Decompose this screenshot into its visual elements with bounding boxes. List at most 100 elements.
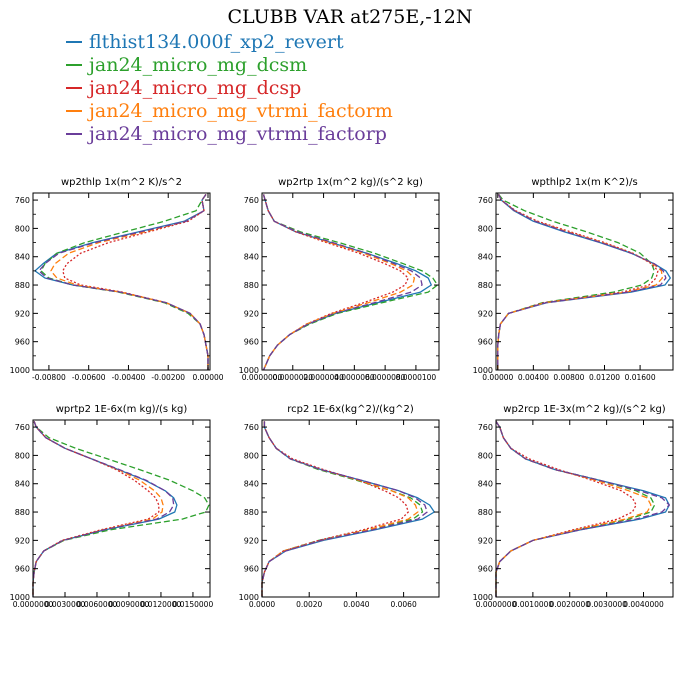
y-tick-label: 880 [15, 281, 30, 290]
series-line [262, 194, 423, 371]
series-line [495, 421, 670, 597]
y-tick-label: 960 [15, 565, 30, 574]
y-tick-label: 880 [244, 508, 259, 517]
legend-item: flthist134.000f_xp2_revert [66, 30, 393, 53]
panel-frame [495, 419, 674, 598]
y-tick-label: 1000 [239, 366, 259, 375]
panel-title: wp2rtp 1x(m^2 kg)/(s^2 kg) [278, 177, 423, 188]
y-tick-label: 1000 [473, 366, 493, 375]
series-line [495, 421, 670, 597]
legend-label: jan24_micro_mg_dcsm [89, 53, 308, 76]
y-tick-label: 920 [15, 536, 30, 545]
series-line [261, 421, 424, 597]
x-tick-label: 0.0120000 [141, 600, 182, 609]
y-tick-label: 920 [244, 309, 259, 318]
y-tick-label: 840 [478, 253, 493, 262]
y-tick-label: 1000 [239, 593, 259, 602]
y-tick-label: 760 [244, 423, 259, 432]
legend-swatch [66, 40, 82, 43]
x-tick-label: 0.0090000 [109, 600, 150, 609]
legend-item: jan24_micro_mg_vtrmi_factorm [66, 99, 393, 122]
y-tick-label: 840 [478, 480, 493, 489]
y-tick-label: 920 [244, 536, 259, 545]
x-tick-label: 0.0000000 [242, 373, 283, 382]
x-tick-label: 0.00000 [193, 373, 224, 382]
y-tick-label: 840 [244, 253, 259, 262]
x-tick-label: 0.00800 [553, 373, 584, 382]
panel-title: rcp2 1E-6x(kg^2)/(kg^2) [287, 404, 414, 415]
y-tick-label: 800 [478, 451, 493, 460]
y-tick-label: 800 [478, 224, 493, 233]
x-tick-label: -0.00600 [72, 373, 106, 382]
series-line [261, 421, 409, 597]
series-line [497, 194, 663, 370]
figure-title: CLUBB VAR at275E,-12N [227, 6, 473, 28]
series-line [497, 194, 659, 370]
y-tick-label: 800 [244, 451, 259, 460]
y-tick-label: 920 [15, 309, 30, 318]
x-tick-label: 0.0060 [390, 600, 416, 609]
legend-item: jan24_micro_mg_vtrmi_factorp [66, 122, 393, 145]
series-line [32, 421, 164, 597]
x-tick-label: 0.0000 [249, 600, 275, 609]
y-tick-label: 960 [244, 565, 259, 574]
legend-swatch [66, 63, 82, 66]
series-line [261, 421, 419, 597]
series-line [262, 194, 416, 371]
y-tick-label: 760 [478, 196, 493, 205]
x-tick-label: 0.00400 [518, 373, 549, 382]
y-tick-label: 880 [244, 281, 259, 290]
x-tick-label: 0.0010000 [513, 600, 554, 609]
x-tick-label: 0.0040000 [623, 600, 664, 609]
legend-label: jan24_micro_mg_dcsp [89, 76, 302, 99]
panel-frame [261, 419, 440, 598]
y-tick-label: 800 [15, 451, 30, 460]
y-tick-label: 920 [478, 536, 493, 545]
y-tick-label: 920 [478, 309, 493, 318]
panel-frame [495, 192, 674, 371]
series-line [495, 421, 652, 597]
y-tick-label: 960 [244, 338, 259, 347]
y-tick-label: 760 [15, 423, 30, 432]
legend-swatch [66, 109, 82, 112]
series-line [262, 194, 409, 371]
x-tick-label: 0.0020000 [549, 600, 590, 609]
series-line [32, 421, 160, 597]
y-tick-label: 960 [478, 338, 493, 347]
series-line [495, 421, 637, 597]
x-tick-label: 0.0000080 [365, 373, 406, 382]
legend-label: jan24_micro_mg_vtrmi_factorm [89, 99, 393, 122]
x-tick-label: -0.00400 [112, 373, 146, 382]
x-tick-label: 0.01200 [589, 373, 620, 382]
series-line [497, 194, 655, 370]
x-tick-label: 0.0040 [343, 600, 369, 609]
x-tick-label: 0.0020 [296, 600, 322, 609]
series-line [497, 194, 667, 370]
legend-swatch [66, 86, 82, 89]
x-tick-label: 0.0000060 [334, 373, 375, 382]
x-tick-label: -0.00800 [32, 373, 66, 382]
y-tick-label: 880 [15, 508, 30, 517]
y-tick-label: 1000 [473, 593, 493, 602]
legend-label: flthist134.000f_xp2_revert [89, 30, 344, 53]
x-tick-label: 0.0060000 [77, 600, 118, 609]
panel-frame [32, 192, 211, 371]
series-line [38, 194, 209, 370]
panel-frame [261, 192, 440, 371]
y-tick-label: 960 [15, 338, 30, 347]
y-tick-label: 840 [15, 480, 30, 489]
series-line [262, 194, 439, 371]
series-line [495, 421, 656, 597]
panel-title: wp2thlp 1x(m^2 K)/s^2 [61, 177, 182, 188]
panel-title: wp2rcp 1E-3x(m^2 kg)/(s^2 kg) [503, 404, 666, 415]
x-tick-label: 0.0000000 [13, 600, 54, 609]
series-line [32, 421, 175, 597]
series-line [497, 194, 671, 370]
y-tick-label: 880 [478, 508, 493, 517]
x-tick-label: 0.0000040 [303, 373, 344, 382]
y-tick-label: 1000 [10, 593, 30, 602]
panel-frame [32, 419, 211, 598]
x-tick-label: 0.0030000 [45, 600, 86, 609]
